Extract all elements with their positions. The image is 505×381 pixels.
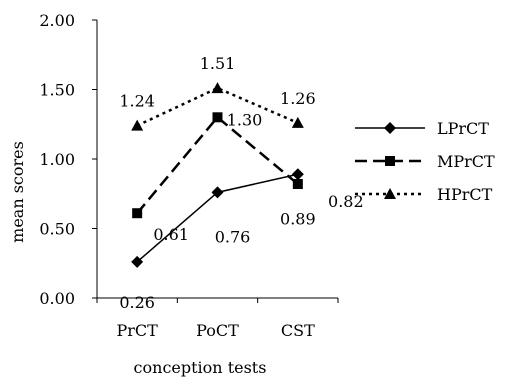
legend: LPrCT MPrCT HPrCT [355, 119, 495, 204]
x-tick-label: PrCT [117, 321, 159, 340]
series-line-mprct [136, 115, 299, 215]
data-point-lprct [131, 255, 144, 268]
x-tick-labels: PrCT PoCT CST [117, 321, 316, 340]
legend-marker-lprct [384, 122, 396, 134]
series-markers [131, 82, 304, 268]
y-axis-title: mean scores [8, 141, 27, 243]
data-label-hprct: 1.26 [280, 89, 316, 108]
data-label-lprct: 0.26 [119, 293, 155, 312]
axes [92, 19, 339, 303]
data-point-hprct [291, 116, 304, 128]
legend-marker-mprct [385, 156, 395, 166]
legend-marker-hprct [384, 188, 396, 199]
data-label-mprct: 0.61 [153, 225, 189, 244]
data-label-lprct: 0.89 [280, 209, 316, 228]
data-label-hprct: 1.24 [119, 92, 155, 111]
data-labels: 0.26 0.76 0.89 0.61 1.30 0.82 1.24 1.51 1.26 [119, 54, 363, 312]
data-label-hprct: 1.51 [200, 54, 236, 73]
legend-label-hprct: HPrCT [437, 185, 493, 204]
data-point-lprct [211, 186, 224, 199]
y-tick-label: 0.00 [39, 289, 75, 308]
data-label-mprct: 0.82 [328, 192, 364, 211]
legend-label-mprct: MPrCT [437, 152, 495, 171]
data-point-hprct [131, 119, 144, 131]
y-tick-label: 2.00 [39, 11, 75, 30]
data-point-mprct [132, 208, 143, 219]
y-tick-label: 1.50 [39, 81, 75, 100]
x-axis-title: conception tests [134, 358, 267, 377]
series-line-hprct [136, 86, 299, 127]
x-tick-label: PoCT [196, 321, 239, 340]
data-label-mprct: 1.30 [227, 110, 263, 129]
legend-label-lprct: LPrCT [437, 119, 489, 138]
y-tick-label: 1.00 [39, 150, 75, 169]
data-point-mprct [292, 179, 303, 190]
data-label-lprct: 0.76 [215, 227, 251, 246]
data-point-mprct [212, 112, 223, 123]
data-point-hprct [211, 82, 224, 94]
y-tick-labels: 0.00 0.50 1.00 1.50 2.00 [39, 11, 75, 308]
x-tick-label: CST [281, 321, 315, 340]
y-tick-label: 0.50 [39, 220, 75, 239]
data-point-lprct [291, 168, 304, 181]
